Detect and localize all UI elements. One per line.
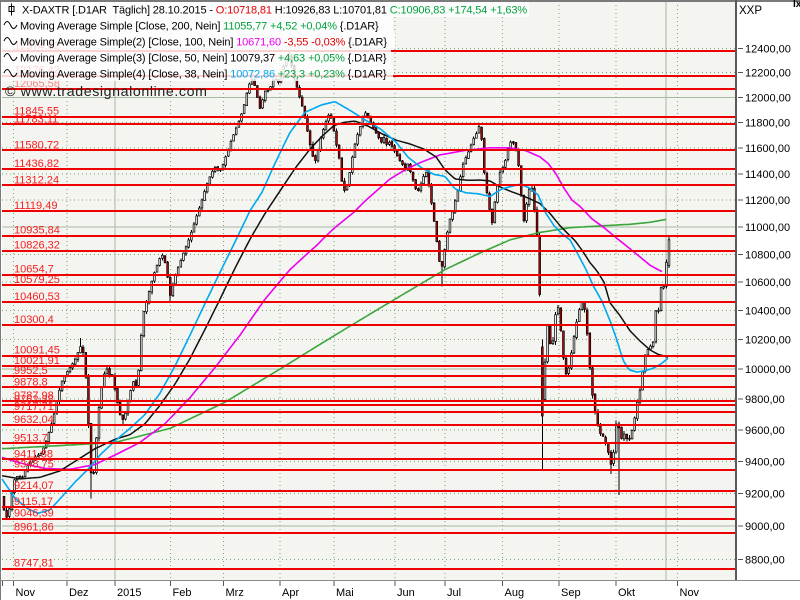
svg-text:© www.tradesignalonline.com: © www.tradesignalonline.com <box>5 84 208 100</box>
svg-text:11436,82: 11436,82 <box>14 158 59 170</box>
svg-text:2015: 2015 <box>117 587 141 599</box>
svg-text:XXP: XXP <box>739 5 762 17</box>
svg-text:9800,00: 9800,00 <box>745 394 785 406</box>
svg-text:Moving Average Simple(2) [Clos: Moving Average Simple(2) [Close, 100, Ne… <box>20 37 387 49</box>
svg-text:Jul: Jul <box>447 587 461 599</box>
svg-text:Mai: Mai <box>336 587 354 599</box>
svg-text:12000,00: 12000,00 <box>745 92 791 104</box>
svg-text:9762,38: 9762,38 <box>14 394 54 406</box>
svg-text:Nov: Nov <box>16 587 36 599</box>
svg-text:Jun: Jun <box>397 587 415 599</box>
svg-text:9513,7: 9513,7 <box>14 432 48 444</box>
svg-text:10935,84: 10935,84 <box>14 225 60 237</box>
svg-text:9632,04: 9632,04 <box>14 414 54 426</box>
svg-text:Apr: Apr <box>282 587 299 599</box>
svg-text:Ix: Ix <box>793 0 800 10</box>
svg-text:9952,5: 9952,5 <box>14 365 48 377</box>
svg-text:Moving Average Simple(3) [Clos: Moving Average Simple(3) [Close, 50, Nei… <box>20 53 387 65</box>
svg-text:11783,11: 11783,11 <box>14 114 58 126</box>
svg-text:10000,00: 10000,00 <box>745 364 791 376</box>
svg-text:9200,00: 9200,00 <box>745 488 785 500</box>
svg-text:9046,39: 9046,39 <box>14 508 54 520</box>
svg-text:10579,25: 10579,25 <box>14 274 60 286</box>
svg-text:10654,7: 10654,7 <box>14 264 54 276</box>
svg-text:9000,00: 9000,00 <box>745 521 785 533</box>
svg-text:9411,88: 9411,88 <box>14 449 53 461</box>
svg-text:Mrz: Mrz <box>226 587 244 599</box>
svg-text:11400,00: 11400,00 <box>745 169 790 181</box>
svg-text:9348,75: 9348,75 <box>14 459 54 471</box>
svg-text:11119,49: 11119,49 <box>14 200 57 212</box>
svg-text:Moving Average Simple(4) [Clos: Moving Average Simple(4) [Close, 38, Nei… <box>20 69 387 81</box>
svg-text:11800,00: 11800,00 <box>745 117 790 129</box>
svg-text:10826,32: 10826,32 <box>14 240 60 252</box>
svg-text:9787,98: 9787,98 <box>14 390 54 402</box>
svg-text:8800,00: 8800,00 <box>745 555 785 567</box>
svg-text:9214,07: 9214,07 <box>14 480 54 492</box>
svg-text:Dez: Dez <box>69 587 89 599</box>
svg-text:Okt: Okt <box>618 587 635 599</box>
svg-text:9878,8: 9878,8 <box>14 376 48 388</box>
svg-text:9115,17: 9115,17 <box>14 496 53 508</box>
svg-text:11580,72: 11580,72 <box>14 139 59 151</box>
svg-text:Aug: Aug <box>505 587 525 599</box>
svg-text:Moving Average Simple [Close,: Moving Average Simple [Close, 200, Nein]… <box>20 21 379 33</box>
svg-text:10200,00: 10200,00 <box>745 335 791 347</box>
svg-text:10800,00: 10800,00 <box>745 249 791 261</box>
svg-text:11312,24: 11312,24 <box>14 174 59 186</box>
svg-text:12065,58: 12065,58 <box>14 78 60 90</box>
svg-text:11600,00: 11600,00 <box>745 143 790 155</box>
svg-text:X-DAXTR [.D1AR Täglich] 28.10: X-DAXTR [.D1AR Täglich] 28.10.2015 - O:1… <box>22 5 527 17</box>
svg-text:11200,00: 11200,00 <box>745 195 790 207</box>
svg-text:9600,00: 9600,00 <box>745 425 785 437</box>
svg-text:Sep: Sep <box>561 587 581 599</box>
svg-text:10400,00: 10400,00 <box>745 306 791 318</box>
svg-text:10021,91: 10021,91 <box>14 355 60 367</box>
svg-text:Feb: Feb <box>173 587 192 599</box>
svg-text:8747,81: 8747,81 <box>14 558 54 570</box>
svg-text:11845,55: 11845,55 <box>14 106 59 118</box>
svg-text:12200,00: 12200,00 <box>745 68 791 80</box>
svg-text:9400,00: 9400,00 <box>745 456 785 468</box>
svg-text:Nov: Nov <box>680 587 700 599</box>
svg-text:8961,86: 8961,86 <box>14 522 54 534</box>
svg-text:9717,71: 9717,71 <box>14 401 54 413</box>
svg-text:10600,00: 10600,00 <box>745 277 791 289</box>
svg-text:10300,4: 10300,4 <box>14 314 54 326</box>
svg-text:11000,00: 11000,00 <box>745 222 790 234</box>
svg-text:10091,45: 10091,45 <box>14 345 60 357</box>
svg-text:10460,53: 10460,53 <box>14 291 60 303</box>
svg-text:12400,00: 12400,00 <box>745 43 791 55</box>
